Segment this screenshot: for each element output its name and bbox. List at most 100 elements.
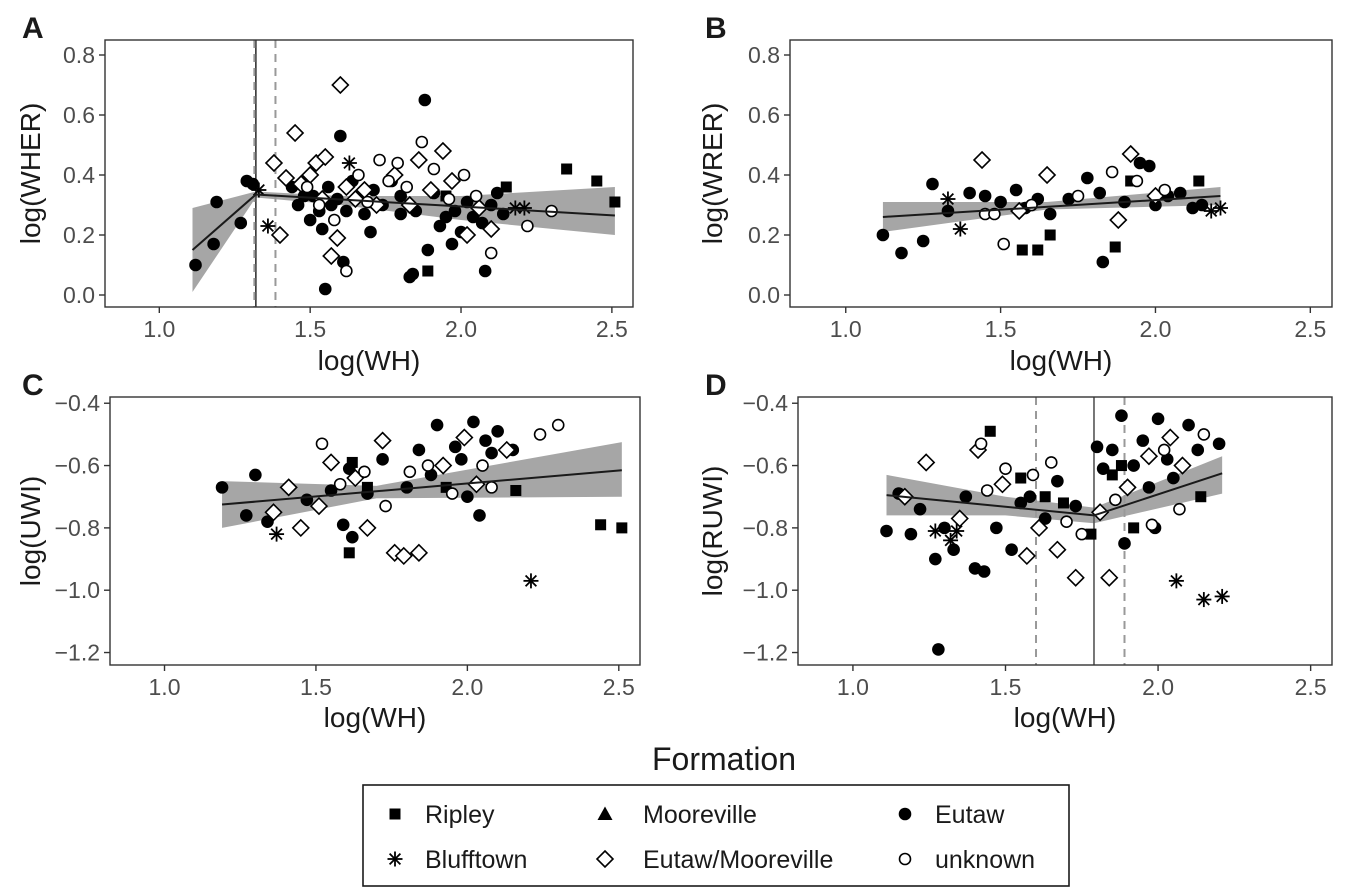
point-ripley: [1016, 244, 1028, 256]
point-ripley: [1057, 497, 1069, 509]
point-eutaw: [324, 484, 338, 497]
point-eutaw: [1014, 496, 1028, 510]
point-eutaw-mooreville: [595, 849, 615, 869]
point-eutaw-mooreville: [285, 123, 305, 143]
point-unknown: [421, 459, 435, 472]
point-ripley: [984, 425, 996, 437]
point-eutaw: [1090, 440, 1104, 454]
fit-line: [191, 193, 615, 251]
point-ripley: [1015, 472, 1027, 484]
point-eutaw: [291, 198, 305, 212]
point-eutaw-mooreville: [993, 475, 1012, 494]
point-eutaw: [977, 565, 991, 578]
point-eutaw: [1151, 412, 1165, 426]
x-tick-label: 2.5: [596, 316, 628, 342]
point-eutaw: [1195, 198, 1209, 212]
point-eutaw: [336, 518, 350, 532]
x-tick-label: 2.0: [1139, 316, 1171, 342]
point-eutaw: [394, 189, 407, 203]
x-tick-label: 1.0: [149, 674, 181, 700]
point-ripley: [561, 163, 573, 175]
fit-line: [882, 195, 1221, 218]
point-ripley: [1115, 460, 1127, 472]
y-tick-label: −1.2: [55, 640, 100, 666]
panel-label: B: [705, 12, 727, 45]
legend-label: unknown: [935, 846, 1035, 874]
point-eutaw: [490, 186, 504, 200]
point-eutaw: [421, 243, 435, 257]
point-eutaw-mooreville: [1066, 568, 1085, 587]
point-eutaw: [473, 509, 486, 522]
point-unknown: [340, 264, 353, 278]
point-ripley: [1128, 522, 1140, 534]
y-tick-label: 0.4: [748, 162, 780, 188]
point-eutaw-mooreville: [1100, 568, 1119, 587]
point-unknown: [485, 481, 498, 494]
x-tick-label: 1.5: [300, 674, 332, 700]
plot-frame: [797, 396, 1333, 666]
y-axis-label: log(UWI): [15, 476, 46, 586]
point-eutaw-mooreville: [337, 177, 356, 197]
point-eutaw: [1142, 481, 1156, 494]
point-eutaw: [916, 234, 930, 248]
point-eutaw: [963, 186, 976, 200]
point-eutaw-mooreville: [917, 453, 936, 472]
point-unknown: [415, 135, 429, 149]
point-eutaw-mooreville: [1090, 503, 1110, 522]
x-tick-label: 2.0: [451, 674, 483, 700]
point-eutaw-mooreville: [1037, 165, 1057, 185]
legend-entry: Eutaw/Mooreville: [595, 846, 833, 874]
point-eutaw: [249, 468, 262, 482]
point-unknown: [358, 465, 371, 479]
point-unknown: [400, 180, 414, 194]
point-eutaw: [433, 219, 447, 233]
point-eutaw: [938, 521, 951, 535]
point-unknown: [988, 207, 1001, 221]
plot-frame: [109, 396, 641, 666]
point-ripley: [510, 484, 522, 496]
point-unknown: [1173, 502, 1186, 516]
point-eutaw: [1093, 186, 1107, 200]
legend-entry: Blufftown: [387, 846, 527, 874]
point-eutaw: [485, 446, 498, 460]
y-tick-label: −0.4: [743, 390, 789, 416]
point-eutaw: [1173, 186, 1187, 200]
point-ripley: [346, 456, 358, 468]
point-ripley: [343, 547, 355, 559]
x-tick-label: 2.5: [1295, 674, 1327, 700]
point-unknown: [1071, 189, 1085, 203]
point-eutaw: [496, 207, 510, 221]
point-blufftown: [516, 200, 532, 216]
point-unknown: [333, 477, 347, 491]
point-eutaw: [461, 490, 474, 504]
y-tick-label: 0.4: [63, 162, 95, 188]
point-eutaw: [439, 210, 453, 224]
x-axis-label: log(WH): [1014, 702, 1117, 733]
point-unknown: [457, 168, 471, 182]
point-unknown: [1044, 456, 1058, 469]
points: [215, 415, 628, 589]
point-blufftown: [260, 218, 276, 234]
point-blufftown: [523, 573, 539, 589]
point-eutaw-mooreville: [972, 150, 992, 170]
point-unknown: [898, 852, 912, 866]
point-eutaw: [1096, 462, 1110, 475]
point-eutaw: [358, 207, 371, 221]
x-axis-label: log(WH): [324, 702, 427, 733]
point-ripley: [609, 196, 621, 208]
point-unknown: [551, 418, 565, 432]
point-eutaw: [215, 481, 229, 494]
y-tick-label: −0.6: [55, 453, 100, 479]
point-ripley: [1032, 244, 1044, 256]
point-unknown: [1158, 183, 1172, 197]
point-eutaw: [491, 424, 504, 438]
point-eutaw: [959, 490, 973, 504]
point-eutaw-mooreville: [394, 546, 413, 566]
point-eutaw: [448, 440, 462, 454]
point-unknown: [379, 499, 392, 513]
x-tick-label: 1.5: [294, 316, 326, 342]
plot-frame: [104, 39, 634, 308]
point-eutaw-mooreville: [433, 141, 453, 161]
point-unknown: [1075, 527, 1089, 541]
